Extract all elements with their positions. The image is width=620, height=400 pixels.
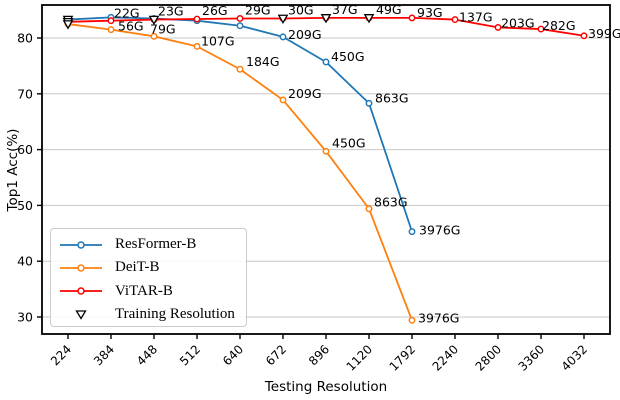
flops-annotation: 209G <box>288 27 322 42</box>
x-tick-label: 2800 <box>473 342 504 373</box>
x-tick-label: 1792 <box>387 342 418 373</box>
x-tick-label: 672 <box>263 342 289 368</box>
data-point-vitar-b <box>236 15 244 22</box>
x-tick-label: 448 <box>134 342 160 368</box>
flops-annotation: 209G <box>288 86 322 101</box>
flops-annotation: 450G <box>331 49 365 64</box>
flops-annotation: 79G <box>150 21 176 36</box>
legend-item-deit-b: DeiT-B <box>58 256 246 279</box>
data-point-deit-b <box>193 42 201 50</box>
y-axis-title: Top1 Acc(%) <box>5 128 21 212</box>
legend-item-vitar-b: ViTAR-B <box>58 280 246 303</box>
data-point-resformer-b <box>236 22 244 30</box>
training-resolution-marker <box>363 14 375 24</box>
x-tick-label: 4032 <box>559 342 590 373</box>
data-point-vitar-b <box>537 25 545 33</box>
flops-annotation: 3976G <box>418 310 460 325</box>
x-tick-label: 224 <box>48 342 74 368</box>
deit-line-icon <box>60 264 102 272</box>
flops-annotation: 863G <box>375 90 409 105</box>
y-tick-label: 50 <box>17 198 33 213</box>
legend-label-training-resolution: Training Resolution <box>115 305 235 322</box>
legend-label-deit-b: DeiT-B <box>115 259 160 276</box>
flops-annotation: 93G <box>417 5 443 20</box>
flops-annotation: 56G <box>118 19 144 34</box>
y-tick-label: 70 <box>17 86 33 101</box>
flops-annotation: 863G <box>374 195 408 210</box>
data-point-vitar-b <box>107 17 115 25</box>
flops-annotation: 282G <box>542 18 576 33</box>
flops-annotation: 29G <box>245 2 271 17</box>
flops-annotation: 137G <box>459 10 493 25</box>
y-tick-label: 80 <box>17 31 33 46</box>
training-resolution-marker <box>62 20 74 30</box>
data-point-resformer-b <box>322 58 330 66</box>
flops-annotation: 203G <box>501 15 535 30</box>
data-point-vitar-b <box>408 14 416 22</box>
training-resolution-triangle-icon <box>75 310 87 321</box>
resformer-line-icon <box>60 240 102 249</box>
data-point-deit-b <box>107 26 115 34</box>
legend-item-resformer-b: ResFormer-B <box>58 233 246 256</box>
x-tick-label: 896 <box>306 342 332 368</box>
x-tick-label: 384 <box>91 342 117 368</box>
data-point-deit-b <box>279 96 287 104</box>
flops-annotation: 23G <box>158 4 184 19</box>
training-resolution-marker <box>320 14 332 24</box>
flops-annotation: 399G <box>588 26 620 41</box>
x-tick-label: 2240 <box>430 342 461 373</box>
x-tick-label: 3360 <box>516 342 547 373</box>
data-point-resformer-b <box>365 99 373 107</box>
vitar-line-icon <box>60 287 102 295</box>
legend-item-training-resolution: Training Resolution <box>58 303 246 326</box>
legend-label-resformer-b: ResFormer-B <box>115 236 197 253</box>
flops-annotation: 3976G <box>419 223 461 238</box>
data-point-deit-b <box>322 147 330 155</box>
data-point-vitar-b <box>451 16 459 24</box>
flops-annotation: 184G <box>246 54 280 69</box>
data-point-vitar-b <box>494 23 502 31</box>
data-point-deit-b <box>408 316 416 324</box>
x-axis-title: Testing Resolution <box>264 379 388 395</box>
x-tick-label: 640 <box>220 342 246 368</box>
flops-annotation: 450G <box>332 135 366 150</box>
data-point-deit-b <box>150 32 158 40</box>
flops-annotation: 26G <box>202 3 228 18</box>
flops-annotation: 30G <box>288 2 314 17</box>
data-point-resformer-b <box>408 228 416 236</box>
x-tick-label: 512 <box>177 342 203 368</box>
data-point-vitar-b <box>193 15 201 23</box>
flops-annotation: 22G <box>114 6 140 21</box>
training-resolution-marker <box>277 14 289 24</box>
legend-label-vitar-b: ViTAR-B <box>115 282 173 299</box>
data-point-vitar-b <box>580 32 588 40</box>
data-point-deit-b <box>365 205 373 213</box>
y-tick-label: 40 <box>17 254 33 269</box>
data-point-resformer-b <box>279 33 287 41</box>
x-tick-label: 1120 <box>344 342 375 373</box>
training-resolution-marker <box>148 15 160 26</box>
flops-annotation: 107G <box>201 33 235 48</box>
legend: ResFormer-B DeiT-B ViTAR-B Training Reso… <box>50 228 247 327</box>
y-tick-label: 60 <box>17 142 33 157</box>
y-tick-label: 30 <box>17 310 33 325</box>
data-point-deit-b <box>236 65 244 73</box>
